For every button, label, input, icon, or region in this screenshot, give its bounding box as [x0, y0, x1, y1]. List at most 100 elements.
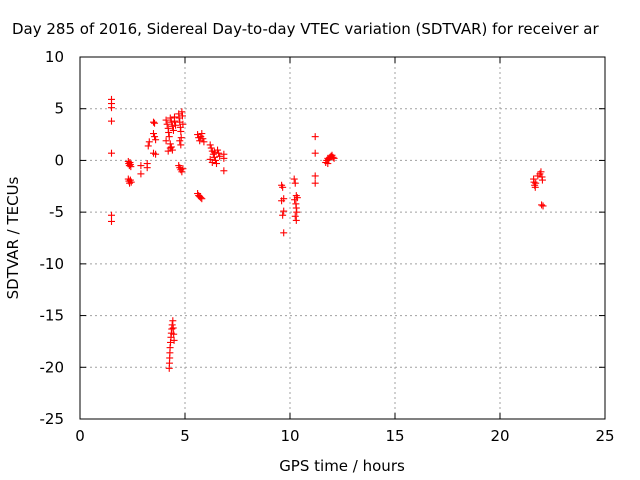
data-point — [152, 150, 160, 158]
data-point — [329, 153, 337, 161]
data-point — [198, 195, 206, 203]
y-tick-label: -25 — [40, 410, 65, 428]
data-point — [293, 194, 301, 202]
x-axis-label: GPS time / hours — [279, 457, 405, 475]
y-tick-label: -10 — [40, 255, 65, 273]
data-point — [530, 178, 538, 186]
data-point — [162, 116, 170, 124]
data-point — [208, 158, 216, 166]
data-point — [151, 133, 159, 141]
data-point — [279, 183, 287, 191]
data-point — [290, 175, 298, 183]
grid — [80, 57, 605, 419]
data-point — [178, 168, 186, 176]
data-point — [125, 162, 133, 170]
data-point — [291, 179, 299, 187]
data-point — [169, 126, 177, 134]
data-point — [108, 104, 115, 112]
x-tick-label: 0 — [75, 427, 85, 445]
data-point — [137, 170, 145, 178]
data-point — [207, 144, 215, 152]
data-point — [177, 134, 185, 142]
y-tick-label: -5 — [49, 203, 64, 221]
data-point — [177, 127, 185, 135]
data-point — [197, 194, 205, 202]
data-point — [280, 207, 288, 215]
x-tick-label: 20 — [490, 427, 509, 445]
y-tick-label: 5 — [54, 100, 64, 118]
plot-frame — [79, 56, 606, 420]
data-point — [177, 141, 185, 149]
y-axis-label: SDTVAR / TECUs — [4, 176, 22, 299]
data-point — [280, 229, 288, 237]
data-point — [330, 154, 338, 162]
data-point — [172, 121, 180, 129]
data-point — [144, 142, 152, 150]
data-point — [108, 149, 115, 157]
data-point — [311, 172, 319, 180]
data-point — [163, 120, 171, 128]
data-point — [168, 321, 176, 329]
data-point — [145, 138, 153, 146]
data-point — [279, 211, 287, 219]
data-point — [171, 117, 178, 125]
data-point — [108, 211, 115, 219]
data-point — [126, 179, 134, 187]
data-point — [166, 114, 174, 122]
data-point — [108, 117, 115, 125]
data-point — [178, 112, 186, 120]
y-tick-label: -15 — [40, 307, 65, 325]
data-point — [537, 168, 545, 176]
data-point — [165, 133, 173, 141]
data-point — [152, 136, 160, 144]
x-tick-label: 15 — [385, 427, 404, 445]
data-points — [108, 95, 547, 372]
data-point — [292, 216, 300, 224]
x-tick-label: 10 — [280, 427, 299, 445]
data-point — [200, 138, 208, 146]
data-point — [199, 135, 207, 143]
data-point — [220, 167, 228, 175]
data-point — [324, 160, 332, 168]
data-point — [162, 137, 170, 145]
data-point — [220, 154, 228, 162]
data-point — [108, 217, 115, 225]
data-point — [293, 208, 301, 216]
data-point — [150, 118, 157, 126]
data-point — [216, 152, 224, 160]
y-tick-label: -20 — [40, 358, 65, 376]
data-point — [291, 212, 299, 220]
data-point — [311, 179, 319, 187]
data-point — [178, 108, 186, 116]
data-point — [127, 163, 135, 171]
data-point — [151, 119, 159, 127]
data-point — [170, 336, 178, 344]
data-point — [166, 144, 174, 152]
y-tick-label: 10 — [45, 48, 64, 66]
data-point — [539, 202, 547, 210]
data-point — [176, 137, 184, 145]
data-point — [167, 143, 175, 151]
x-tick-label: 25 — [595, 427, 614, 445]
chart-title: Day 285 of 2016, Sidereal Day-to-day VTE… — [12, 20, 599, 38]
data-point — [169, 317, 177, 325]
data-point — [170, 330, 178, 338]
data-point — [198, 130, 206, 138]
data-point — [179, 165, 187, 173]
data-point — [150, 130, 157, 138]
x-tick-label: 5 — [180, 427, 190, 445]
data-point — [165, 129, 173, 137]
axis-ticks: 0 5 10 15 20 25 -25 -20 -15 -10 -5 0 5 10 — [40, 48, 615, 445]
data-point — [179, 120, 187, 128]
data-point — [538, 176, 546, 184]
data-point — [206, 141, 214, 149]
data-point — [215, 149, 223, 157]
data-point — [278, 197, 286, 205]
data-point — [213, 160, 220, 168]
y-tick-label: 0 — [54, 151, 64, 169]
data-point — [167, 118, 175, 126]
data-point — [169, 324, 177, 332]
data-point — [137, 162, 145, 170]
